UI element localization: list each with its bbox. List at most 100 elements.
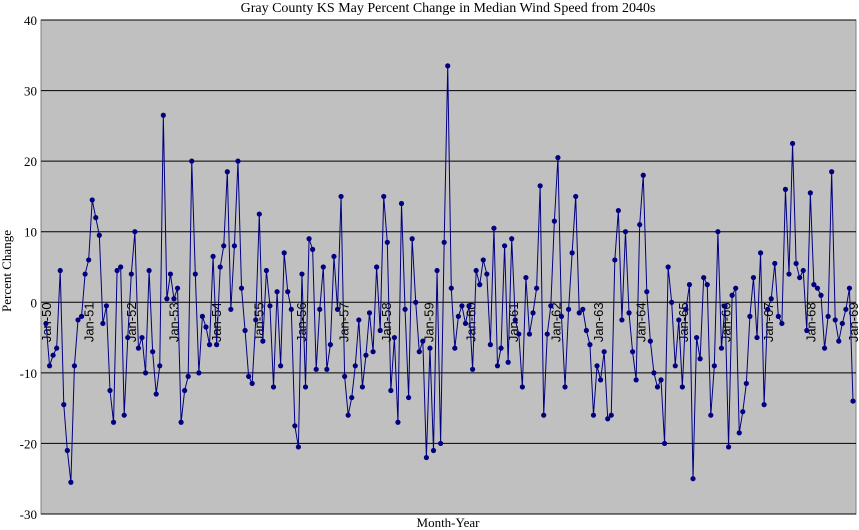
data-point	[246, 373, 252, 379]
data-point	[64, 447, 70, 454]
data-point	[804, 327, 810, 334]
x-tick-label: Jan-59	[421, 302, 436, 342]
data-point	[509, 236, 515, 242]
data-point	[54, 345, 60, 351]
data-point	[150, 349, 156, 355]
data-point	[114, 267, 120, 274]
data-point	[71, 363, 78, 369]
data-point	[565, 306, 572, 312]
data-point	[349, 394, 355, 401]
data-point	[839, 320, 845, 327]
data-point	[320, 264, 326, 270]
data-point	[811, 282, 817, 288]
data-point	[285, 289, 291, 295]
data-point	[221, 243, 227, 249]
data-point	[153, 391, 159, 397]
data-point	[438, 440, 444, 447]
data-point	[491, 225, 497, 231]
data-point	[384, 239, 390, 245]
data-point	[519, 384, 525, 390]
data-point	[786, 271, 792, 277]
data-point	[470, 366, 476, 372]
data-point	[633, 377, 639, 383]
data-point	[733, 285, 739, 291]
data-point	[558, 313, 565, 319]
data-point	[541, 412, 547, 418]
data-point	[288, 306, 294, 312]
data-point	[235, 158, 241, 164]
y-tick-label: -10	[20, 366, 37, 381]
x-tick-label: Jan-54	[209, 302, 224, 342]
gridlines	[41, 19, 856, 515]
data-point	[832, 317, 838, 323]
data-point	[441, 239, 447, 245]
data-point	[505, 359, 511, 365]
data-point	[580, 306, 586, 312]
data-point	[228, 306, 234, 312]
y-tick-label: 40	[24, 13, 37, 28]
data-point	[292, 423, 298, 429]
data-point	[324, 366, 330, 372]
data-point	[850, 398, 856, 404]
data-point	[775, 313, 781, 319]
data-point	[722, 303, 728, 309]
x-tick-label: Jan-58	[379, 302, 394, 342]
data-point	[669, 299, 675, 305]
data-point	[597, 377, 604, 383]
data-point	[772, 260, 778, 267]
data-point	[142, 370, 149, 376]
data-point	[672, 363, 678, 369]
data-point	[800, 267, 806, 274]
x-tick-label: Jan-53	[166, 302, 181, 342]
data-point	[253, 317, 259, 323]
y-tick-label: 30	[24, 84, 37, 99]
data-point	[310, 246, 316, 252]
y-tick-label: 20	[24, 154, 37, 169]
data-point	[729, 292, 735, 298]
data-point	[448, 285, 454, 291]
data-point	[199, 313, 206, 319]
data-point	[118, 264, 124, 270]
data-point	[260, 338, 266, 344]
data-point	[374, 264, 380, 270]
data-point	[530, 310, 536, 316]
data-point	[779, 320, 785, 327]
data-point	[178, 419, 184, 425]
data-point	[615, 207, 621, 214]
data-point	[313, 366, 319, 372]
data-point	[459, 303, 465, 309]
data-point	[740, 409, 746, 415]
data-point	[846, 285, 853, 291]
data-point	[654, 384, 661, 390]
data-point	[338, 193, 344, 200]
data-point	[725, 444, 732, 450]
data-point	[423, 454, 429, 461]
data-point	[516, 331, 522, 337]
data-point	[125, 334, 131, 341]
data-point	[157, 363, 163, 369]
data-point	[629, 349, 636, 355]
data-point	[413, 299, 419, 305]
data-point	[406, 394, 412, 401]
data-point	[381, 193, 387, 200]
data-point	[363, 352, 369, 358]
data-point	[242, 327, 248, 334]
data-point	[100, 320, 106, 327]
data-point	[605, 416, 611, 422]
data-point	[214, 342, 220, 348]
data-point	[388, 387, 394, 394]
data-point	[462, 320, 469, 327]
data-point	[185, 373, 191, 379]
data-point	[89, 197, 95, 203]
data-point	[487, 342, 493, 348]
data-point	[736, 430, 742, 436]
data-point	[146, 267, 152, 274]
data-point	[416, 349, 422, 355]
data-point	[342, 373, 348, 379]
data-point	[256, 211, 262, 217]
data-point	[576, 310, 582, 316]
data-point	[217, 264, 223, 270]
x-tick-label: Jan-63	[591, 302, 606, 342]
data-point	[356, 317, 362, 323]
